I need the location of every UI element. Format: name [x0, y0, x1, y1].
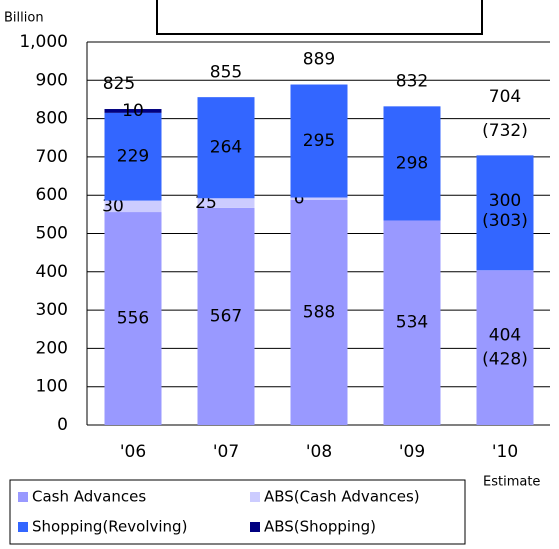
y-tick-label: 800: [36, 109, 68, 129]
bar-segment: [197, 198, 255, 208]
y-tick-label: 200: [36, 338, 68, 358]
total-label: 855: [210, 63, 242, 83]
y-axis-label: Billion: [4, 11, 44, 26]
legend-box: [9, 479, 466, 545]
y-tick-label: 0: [57, 415, 68, 435]
y-tick-label: 1,000: [19, 32, 68, 52]
total-label: 704: [489, 87, 521, 107]
data-label: 298: [396, 153, 428, 173]
data-label: 229: [117, 147, 149, 167]
bar-segment: [290, 199, 348, 425]
legend-label: Cash Advances: [32, 488, 146, 506]
bar-segment: [104, 200, 162, 213]
bar-segment: [197, 97, 255, 199]
bar-segment: [383, 106, 441, 221]
x-tick-label: '06: [120, 442, 146, 462]
data-label: 300: [489, 191, 521, 211]
x-tick-label: '07: [213, 442, 239, 462]
total-label: 825: [103, 74, 135, 94]
bar-segment: [104, 112, 162, 201]
bar-segment: [290, 84, 348, 198]
y-tick-label: 500: [36, 224, 68, 244]
x-tick-label: '09: [399, 442, 425, 462]
data-label: 556: [117, 309, 149, 329]
data-label: 534: [396, 313, 428, 333]
y-tick-label: 900: [36, 70, 68, 90]
annotation: (732): [482, 121, 528, 141]
data-label: 404: [489, 326, 521, 346]
y-tick-label: 100: [36, 377, 68, 397]
legend-label: Shopping(Revolving): [32, 518, 187, 536]
bar-segment: [290, 197, 348, 200]
legend-label: ABS(Shopping): [264, 518, 376, 536]
bar-segment: [104, 212, 162, 425]
y-tick-label: 400: [36, 262, 68, 282]
bar-segment: [476, 155, 534, 271]
title-box: [156, 0, 483, 35]
bar-segment: [383, 220, 441, 425]
data-label: 10: [122, 101, 144, 121]
x-tick-label: '10: [492, 442, 518, 462]
data-label: 588: [303, 302, 335, 322]
annotation: (428): [482, 350, 528, 370]
y-tick-label: 300: [36, 300, 68, 320]
legend-swatch: [250, 522, 260, 532]
data-label: 567: [210, 306, 242, 326]
legend-swatch: [18, 522, 28, 532]
bar-segment: [104, 109, 162, 113]
y-tick-label: 600: [36, 185, 68, 205]
data-label: 6: [294, 189, 305, 209]
bar-segment: [476, 270, 534, 425]
data-label: 30: [102, 196, 124, 216]
bar-segment: [197, 207, 255, 425]
x-tick-label: '08: [306, 442, 332, 462]
total-label: 832: [396, 71, 428, 91]
data-label: 264: [210, 138, 242, 158]
total-label: 889: [303, 50, 335, 70]
y-tick-label: 700: [36, 147, 68, 167]
legend-label: ABS(Cash Advances): [264, 488, 420, 506]
legend-swatch: [250, 492, 260, 502]
annotation: (303): [482, 211, 528, 231]
data-label: 295: [303, 131, 335, 151]
legend-swatch: [18, 492, 28, 502]
note: Estimate: [483, 475, 540, 490]
